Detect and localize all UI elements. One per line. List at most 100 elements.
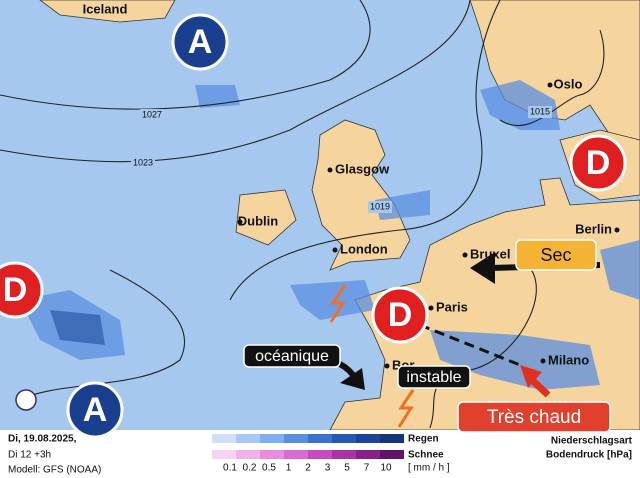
city-label: Iceland <box>83 1 128 16</box>
isobar-label: 1019 <box>370 201 390 211</box>
scale-label: 5 <box>344 463 350 474</box>
isobar-line <box>499 29 605 127</box>
annotation-text: instable <box>406 369 461 386</box>
isobar-line <box>0 0 471 163</box>
city-label: Dublin <box>238 213 278 228</box>
city-dot <box>540 358 546 364</box>
snow-scale <box>332 450 356 459</box>
city-dot <box>614 227 620 233</box>
scale-label: 0.5 <box>262 463 276 474</box>
snow-scale <box>212 450 236 459</box>
pressure-letter: D <box>3 271 28 309</box>
rain-area <box>290 280 375 320</box>
isobar-label-bg <box>131 157 155 169</box>
compass-icon <box>15 389 37 411</box>
snow-scale <box>308 450 332 459</box>
rain-scale <box>260 434 284 443</box>
footer-date: Di, 19.08.2025, <box>8 434 77 445</box>
pressure-center <box>66 381 124 439</box>
city-dot <box>462 252 468 258</box>
city-label: Glasgow <box>335 161 390 176</box>
rain-area <box>600 240 640 300</box>
scale-label: 3 <box>325 463 331 474</box>
rain-scale <box>308 434 332 443</box>
city-label: Milano <box>548 352 589 367</box>
pressure-letter: D <box>388 296 413 334</box>
legend-rain: Regen <box>408 434 439 445</box>
annotation-box <box>457 401 611 433</box>
pressure-center <box>569 134 627 192</box>
footer-run: Di 12 +3h <box>8 450 51 461</box>
legend-snow: Schnee <box>408 450 444 461</box>
city-dot <box>428 305 434 311</box>
isobar-label-bg <box>368 201 392 213</box>
snow-scale <box>236 450 260 459</box>
snow-scale <box>260 450 284 459</box>
arrow-head <box>470 252 495 284</box>
snow-scale <box>356 450 380 459</box>
pressure-center <box>171 13 229 71</box>
britain-land <box>311 119 411 271</box>
snow-scale <box>380 450 404 459</box>
lightning-icon <box>397 389 415 428</box>
scandinavia-land <box>469 0 640 141</box>
city-dot <box>237 219 243 225</box>
pressure-letter: D <box>586 144 611 182</box>
annotation-text: Très chaud <box>487 407 581 428</box>
isobar-label: 1015 <box>530 106 550 116</box>
city-dot <box>327 167 333 173</box>
city-dot <box>384 363 390 369</box>
rain-scale <box>284 434 308 443</box>
rain-area <box>195 85 240 108</box>
annotation-box <box>243 344 341 368</box>
snow-scale <box>284 450 308 459</box>
isobar-line <box>0 0 371 110</box>
city-dot <box>547 82 553 88</box>
city-label: Bruxel <box>470 246 510 261</box>
arrow-head <box>340 368 365 390</box>
city-label: Berlin <box>575 221 612 236</box>
annotation-text: Sec <box>540 245 571 265</box>
rain-scale <box>212 434 236 443</box>
city-label: Oslo <box>554 76 583 91</box>
isobar-label: 1027 <box>142 109 162 119</box>
scale-label: 0.1 <box>223 463 237 474</box>
trough-line <box>419 323 521 367</box>
pressure-center <box>371 286 429 344</box>
iceland-land <box>39 0 176 23</box>
pressure-letter: A <box>83 391 108 429</box>
legend-pressure: Bodendruck [hPa] <box>546 450 632 461</box>
scale-label: 7 <box>364 463 370 474</box>
rain-core <box>50 310 105 345</box>
scale-label: 2 <box>305 463 311 474</box>
legend-type: Niederschlagsart <box>551 436 633 447</box>
city-dot <box>332 247 338 253</box>
isobar-label-bg <box>528 106 552 118</box>
ireland-land <box>235 189 297 246</box>
annotation-box <box>397 365 471 389</box>
scale-label: 1 <box>286 463 292 474</box>
isobar-line <box>19 269 186 401</box>
footer-model: Modell: GFS (NOAA) <box>8 465 101 476</box>
isobars <box>0 0 605 429</box>
annotation-box <box>515 239 597 271</box>
isobar-label: 1023 <box>133 157 153 167</box>
arrow-head <box>520 365 542 388</box>
city-label: Paris <box>436 299 468 314</box>
legend-unit: [ mm / h ] <box>408 463 450 474</box>
rain-scale <box>332 434 356 443</box>
isobar-line <box>229 0 501 301</box>
scale-label: 10 <box>380 463 392 474</box>
rain-scale <box>356 434 380 443</box>
isobar-label-bg <box>140 109 164 121</box>
lightning-icon <box>329 284 347 323</box>
rain-scale <box>236 434 260 443</box>
annotation-text: océanique <box>255 348 329 365</box>
pressure-letter: A <box>188 23 213 61</box>
city-label: London <box>340 241 388 256</box>
scale-label: 0.2 <box>243 463 257 474</box>
isobar-line <box>429 259 537 429</box>
pressure-center <box>0 261 44 319</box>
